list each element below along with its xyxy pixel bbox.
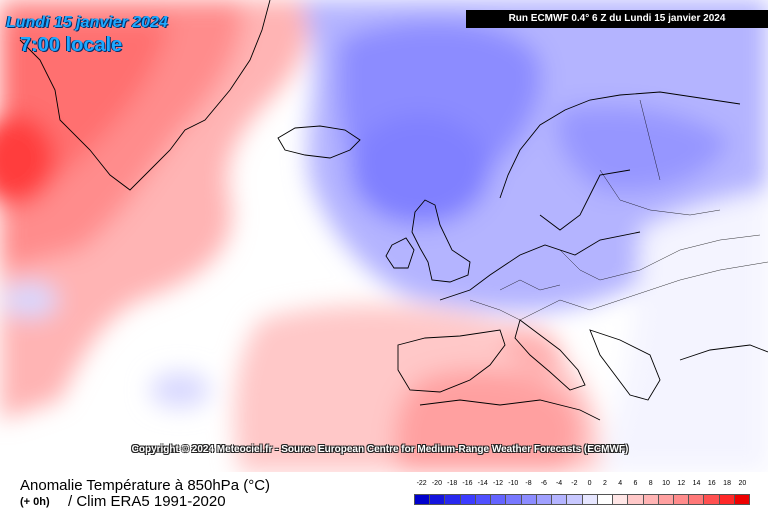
legend-swatch [719, 495, 735, 504]
forecast-time: 7:00 locale [20, 34, 123, 56]
legend-label: -8 [525, 480, 532, 487]
legend-label: 16 [707, 480, 716, 487]
chart-title: Anomalie Température à 850hPa (°C) [20, 477, 271, 494]
legend-label: 20 [738, 480, 747, 487]
legend-swatch [597, 495, 614, 504]
legend-swatch [567, 495, 583, 504]
lead-time: (+ 0h) [20, 496, 50, 508]
legend-swatch [582, 495, 598, 504]
legend-footer: Anomalie Température à 850hPa (°C) (+ 0h… [0, 472, 768, 512]
legend-swatch [445, 495, 461, 504]
legend-label: -16 [462, 480, 473, 487]
temperature-anomaly-map [0, 0, 768, 472]
legend-swatch [460, 495, 476, 504]
color-scale-legend: -22 -20 -18 -16 -14 -12 -10 -8 -6 -4 -2 0 2 4 6 8 10 12 14… [414, 480, 750, 508]
legend-label: 10 [662, 480, 670, 487]
legend-label: 2 [602, 480, 607, 487]
legend-swatch [704, 495, 720, 504]
legend-label: 14 [692, 480, 701, 487]
run-info: Run ECMWF 0.4° 6 Z du Lundi 15 janvier 2… [466, 10, 768, 28]
legend-label: -20 [431, 480, 442, 487]
legend-label: 8 [648, 480, 653, 487]
legend-swatch [628, 495, 644, 504]
legend-swatch [506, 495, 522, 504]
legend-swatch [689, 495, 705, 504]
legend-label: -14 [477, 480, 488, 487]
legend-swatch [734, 495, 750, 504]
legend-label: -18 [447, 480, 458, 487]
legend-swatch [552, 495, 568, 504]
legend-labels: -22 -20 -18 -16 -14 -12 -10 -8 -6 -4 -2 0 2 4 6 8 10 12 14… [414, 480, 750, 492]
legend-label: -22 [416, 480, 427, 487]
legend-swatch [613, 495, 629, 504]
legend-swatch [491, 495, 507, 504]
legend-swatch [643, 495, 659, 504]
legend-label: 12 [677, 480, 686, 487]
legend-label: -10 [508, 480, 519, 487]
legend-label: -6 [540, 480, 547, 487]
legend-swatch [475, 495, 492, 504]
legend-label: -2 [571, 480, 578, 487]
climatology-reference: / Clim ERA5 1991-2020 [68, 493, 226, 510]
legend-swatch [536, 495, 553, 504]
legend-label: -4 [555, 480, 563, 487]
forecast-date: Lundi 15 janvier 2024 [6, 14, 168, 31]
legend-swatch [430, 495, 446, 504]
legend-label: 0 [587, 480, 592, 487]
legend-swatch [658, 495, 674, 504]
legend-color-bar [414, 494, 750, 505]
legend-label: 4 [618, 480, 623, 487]
legend-label: 6 [633, 480, 638, 487]
legend-swatch [521, 495, 537, 504]
legend-label: 18 [723, 480, 731, 487]
copyright-notice: Copyright © 2024 Meteociel.fr - Source E… [131, 444, 629, 455]
legend-label: -12 [492, 480, 504, 487]
legend-swatch [415, 495, 431, 504]
legend-swatch [673, 495, 690, 504]
